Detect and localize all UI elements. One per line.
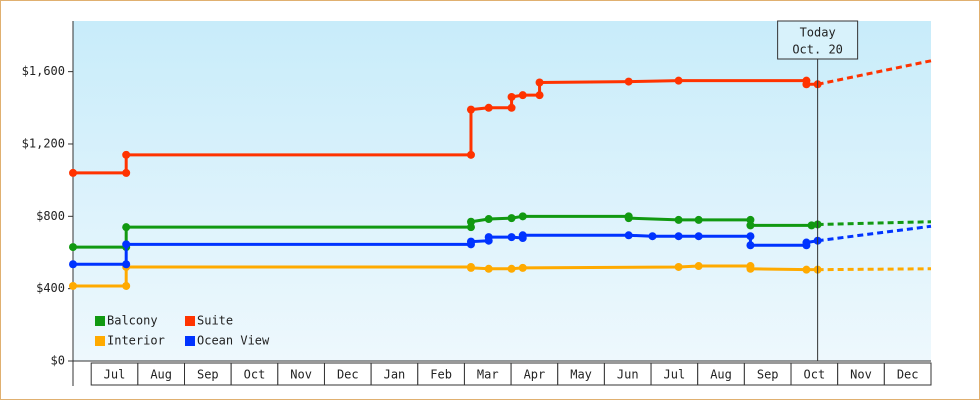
data-point (746, 221, 755, 230)
data-point (624, 214, 633, 223)
y-tick-label: $0 (51, 354, 65, 368)
x-tick-label: Oct (244, 368, 266, 382)
legend-swatch (185, 336, 195, 346)
data-point (674, 76, 683, 85)
today-box (777, 20, 859, 60)
data-point (69, 260, 77, 269)
y-tick-label: $1,200 (22, 136, 65, 150)
data-point (535, 91, 544, 100)
x-tick-label: Nov (290, 368, 312, 382)
x-tick-label: Jun (617, 368, 639, 382)
y-tick-label: $400 (36, 281, 65, 295)
data-point (466, 263, 475, 272)
data-point (518, 212, 527, 221)
data-point (694, 215, 703, 224)
data-point (746, 264, 755, 273)
x-tick-label: Sep (757, 368, 779, 382)
legend-swatch (95, 316, 105, 326)
x-tick-label: Sep (197, 368, 219, 382)
data-point (507, 214, 516, 223)
data-point (484, 103, 493, 112)
today-label: Today (800, 26, 836, 40)
forecast-line (817, 267, 932, 272)
x-tick-label: Jan (384, 368, 406, 382)
data-point (694, 262, 703, 271)
today-date: Oct. 20 (792, 43, 843, 57)
data-point (518, 91, 527, 100)
data-point (69, 168, 77, 177)
x-tick-label: Jul (104, 368, 126, 382)
data-point (535, 78, 544, 87)
data-point (694, 232, 703, 241)
x-tick-label: Dec (897, 368, 919, 382)
y-tick-label: $800 (36, 209, 65, 223)
data-point (466, 150, 475, 159)
data-point (746, 232, 755, 241)
y-tick-label: $1,600 (22, 64, 65, 78)
series-line (73, 79, 818, 175)
data-point (624, 231, 633, 240)
forecast-line (817, 224, 932, 243)
data-point (518, 263, 527, 272)
x-tick-label: Dec (337, 368, 359, 382)
forecast-line (817, 220, 932, 226)
data-point (466, 237, 475, 246)
data-point (674, 215, 683, 224)
data-point (484, 264, 493, 273)
x-tick-label: Nov (850, 368, 872, 382)
data-point (674, 262, 683, 271)
data-point (122, 223, 131, 232)
data-point (69, 243, 77, 252)
data-point (648, 232, 657, 241)
x-tick-label: Feb (430, 368, 452, 382)
data-point (746, 241, 755, 250)
data-point (466, 105, 475, 114)
data-point (484, 233, 493, 242)
x-tick-label: Oct (804, 368, 826, 382)
data-point (518, 231, 527, 240)
legend-label: Ocean View (197, 334, 270, 348)
data-point (122, 260, 131, 269)
data-point (624, 77, 633, 86)
x-tick-label: Aug (710, 368, 732, 382)
x-tick-cell (883, 362, 932, 386)
data-point (807, 221, 816, 230)
x-tick-label: May (570, 368, 592, 382)
x-tick-label: Aug (150, 368, 172, 382)
data-point (122, 168, 131, 177)
legend-label: Balcony (107, 314, 158, 328)
plot-background (73, 21, 931, 361)
x-tick-label: Jul (664, 368, 686, 382)
x-tick-label: Mar (477, 368, 499, 382)
data-point (122, 240, 131, 249)
x-tick-label: Apr (524, 368, 546, 382)
data-point (122, 150, 131, 159)
data-point (507, 264, 516, 273)
data-point (802, 265, 811, 274)
data-point (466, 217, 475, 226)
data-point (674, 232, 683, 241)
legend-swatch (185, 316, 195, 326)
data-point (484, 215, 493, 224)
data-point (802, 238, 811, 247)
data-point (507, 103, 516, 112)
legend-label: Interior (107, 334, 165, 348)
data-point (507, 92, 516, 101)
data-point (122, 281, 131, 290)
data-point (802, 80, 811, 89)
legend-swatch (95, 336, 105, 346)
data-point (69, 281, 77, 290)
legend-label: Suite (197, 314, 233, 328)
data-point (507, 233, 516, 242)
